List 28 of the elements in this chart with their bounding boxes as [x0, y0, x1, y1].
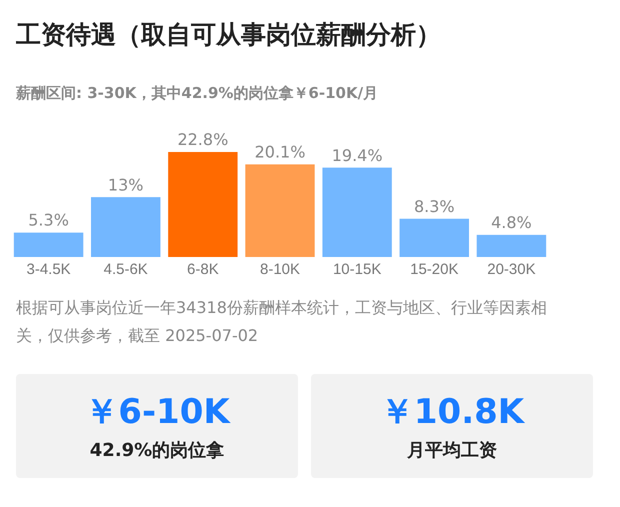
data-label: 20.1% [254, 142, 306, 162]
data-label: 19.4% [332, 146, 383, 165]
bar [400, 218, 469, 257]
data-label: 5.3% [28, 210, 69, 230]
data-label: 4.8% [491, 213, 532, 232]
x-tick-label: 10-15K [332, 261, 382, 278]
text: ￥6-10K [83, 392, 232, 432]
text: 根据可从事岗位近一年34318份薪酬样本统计，工资与地区、行业等因素相关，仅供参考，截至 2025-07-02 [16, 297, 548, 347]
x-tick-label: 8-10K [260, 261, 300, 278]
data-label: 8.3% [414, 196, 455, 216]
chart-title: 工资待遇（取自可从事岗位薪酬分析） [16, 19, 441, 51]
bar [245, 164, 315, 257]
x-tick-label: 4.5-6K [104, 261, 148, 278]
x-tick-label: 3-4.5K [26, 261, 71, 278]
data-label: 13% [108, 175, 144, 194]
data-label: 22.8% [177, 130, 228, 150]
x-tick-label: 15-20K [410, 261, 458, 278]
bar [322, 168, 392, 257]
bar [91, 197, 160, 257]
text: 42.9%的岗位拿 [88, 439, 226, 462]
chart-subtitle: 薪酬区间: 3-30K，其中42.9%的岗位拿￥6-10K/月 [16, 84, 378, 103]
text: ￥10.8K [378, 392, 526, 432]
bar [14, 232, 84, 257]
text: 月平均工资 [406, 439, 498, 462]
x-tick-label: 20-30K [487, 261, 536, 278]
bar [168, 152, 238, 257]
x-tick-label: 6-8K [187, 261, 219, 278]
bar [476, 234, 546, 257]
